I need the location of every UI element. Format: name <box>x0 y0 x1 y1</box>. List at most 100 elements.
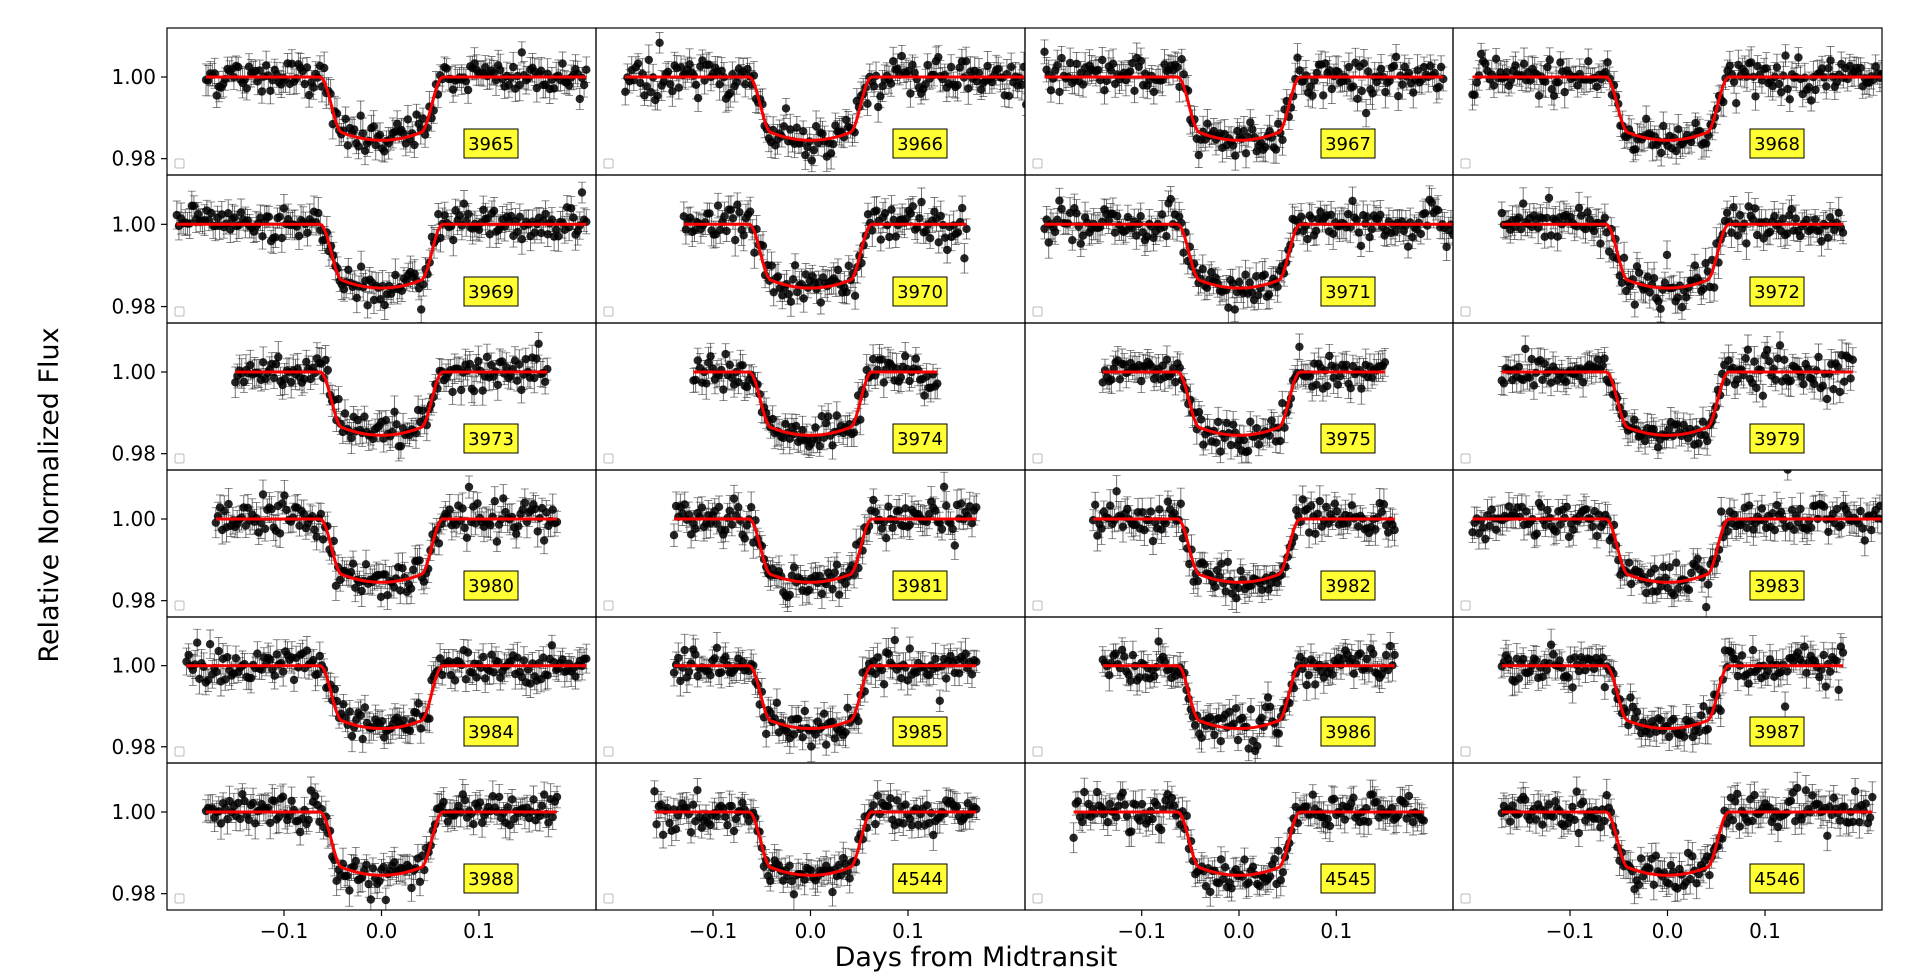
legend-marker <box>1460 158 1471 169</box>
panel-3968: 3968 <box>1452 27 1883 176</box>
data-points <box>1497 771 1877 905</box>
panel-frame <box>1452 616 1883 764</box>
legend-marker <box>1032 600 1043 611</box>
error-bar-caps <box>1089 475 1399 613</box>
model-line <box>674 517 977 584</box>
model-line <box>1102 664 1395 730</box>
x-tick-label: 0.1 <box>1320 919 1352 943</box>
epoch-label-box <box>463 570 519 601</box>
panel-frame <box>595 174 1026 324</box>
y-tick-label: 1.00 <box>111 507 156 531</box>
epoch-label-box <box>463 423 519 454</box>
x-axis-label: Days from Midtransit <box>835 942 1118 972</box>
y-tick-label: 0.98 <box>111 442 156 466</box>
model-line <box>1102 370 1385 437</box>
model-line <box>1472 517 1882 584</box>
epoch-label: 3980 <box>468 576 514 597</box>
x-axis-ticks: −0.1 0.0 0.1 −0.1 0.0 0.1 −0.1 0.0 0.1 −0.1 0.0 0.1 <box>260 910 1781 943</box>
epoch-label-box <box>892 863 948 894</box>
x-tick-label: 0.1 <box>1749 919 1781 943</box>
legend-marker <box>1460 306 1471 317</box>
panel-3972: 3972 <box>1452 174 1883 324</box>
model-line <box>1501 370 1853 437</box>
panel-3983: 3983 <box>1452 469 1883 618</box>
epoch-label-box <box>1320 423 1376 454</box>
legend-marker <box>603 158 614 169</box>
error-bar-caps <box>670 627 981 763</box>
error-bar-caps <box>1040 39 1448 171</box>
error-bar-caps <box>1040 185 1453 323</box>
y-tick-label: 0.98 <box>111 882 156 906</box>
panel-3986: 3986 <box>1024 616 1454 764</box>
error-bar-caps <box>1468 42 1882 167</box>
model-line <box>1044 75 1444 142</box>
epoch-label-box <box>1749 716 1805 747</box>
x-tick-label: −0.1 <box>260 919 309 943</box>
error-bar-caps <box>1497 628 1847 753</box>
y-axis-label: Relative Normalized Flux <box>34 327 65 662</box>
panel-frame <box>1452 762 1883 911</box>
panel-3966: 3966 <box>595 27 1039 176</box>
epoch-label-box <box>892 128 948 159</box>
data-points <box>1040 185 1453 323</box>
epoch-label: 3982 <box>1325 576 1371 597</box>
epoch-label: 3970 <box>897 282 943 303</box>
panel-3967: 3967 <box>1024 27 1454 176</box>
epoch-label: 4546 <box>1754 869 1800 890</box>
panel-3975: 3975 <box>1024 322 1454 471</box>
epoch-label-box <box>1749 276 1805 307</box>
epoch-label: 3986 <box>1325 722 1371 743</box>
model-line <box>683 222 967 290</box>
x-tick-label: 0.0 <box>1223 919 1255 943</box>
y-tick-label: 0.98 <box>111 735 156 759</box>
error-bar-caps <box>182 628 591 753</box>
epoch-label: 3971 <box>1325 282 1371 303</box>
epoch-label-box <box>892 423 948 454</box>
epoch-label-box <box>892 276 948 307</box>
epoch-label: 3968 <box>1754 134 1800 155</box>
model-line <box>674 664 977 730</box>
epoch-label: 3979 <box>1754 429 1800 450</box>
y-tick-label: 1.00 <box>111 654 156 678</box>
data-points <box>621 32 1039 173</box>
epoch-label: 3967 <box>1325 134 1371 155</box>
model-line <box>186 664 587 730</box>
legend-marker <box>1032 453 1043 464</box>
error-bar-caps <box>650 778 981 910</box>
panel-3965: 3965 0.98 1.00 <box>111 27 597 176</box>
y-tick-label: 1.00 <box>111 65 156 89</box>
model-line <box>625 75 1025 142</box>
panel-3973: 3973 0.98 1.00 <box>111 322 597 471</box>
data-point <box>1026 74 1034 82</box>
x-tick-label: −0.1 <box>1546 919 1595 943</box>
legend-marker <box>1032 306 1043 317</box>
error-bar-caps <box>1098 628 1399 762</box>
model-line <box>1073 810 1424 877</box>
model-line <box>1501 810 1873 877</box>
epoch-label: 3987 <box>1754 722 1800 743</box>
epoch-label: 3972 <box>1754 282 1800 303</box>
epoch-label: 4544 <box>897 869 943 890</box>
x-tick-label: 0.0 <box>1652 919 1684 943</box>
x-tick-label: −0.1 <box>689 919 738 943</box>
panel-3970: 3970 <box>595 174 1026 324</box>
model-line <box>1501 664 1843 730</box>
error-bar-caps <box>621 32 1025 173</box>
legend-marker <box>603 600 614 611</box>
epoch-label-box <box>463 128 519 159</box>
x-tick-label: 0.0 <box>795 919 827 943</box>
epoch-label-box <box>1320 276 1376 307</box>
error-bar-caps <box>1497 187 1847 323</box>
epoch-label: 3988 <box>468 869 514 890</box>
x-tick-label: 0.1 <box>892 919 924 943</box>
data-points <box>1468 42 1882 167</box>
model-line <box>1093 517 1395 584</box>
epoch-label-box <box>1749 570 1805 601</box>
model-line <box>215 517 557 584</box>
legend-marker <box>174 600 185 611</box>
y-tick-label: 1.00 <box>111 800 156 824</box>
legend-marker <box>603 306 614 317</box>
model-line <box>206 75 587 142</box>
epoch-label-box <box>1320 128 1376 159</box>
data-point <box>1031 81 1039 89</box>
